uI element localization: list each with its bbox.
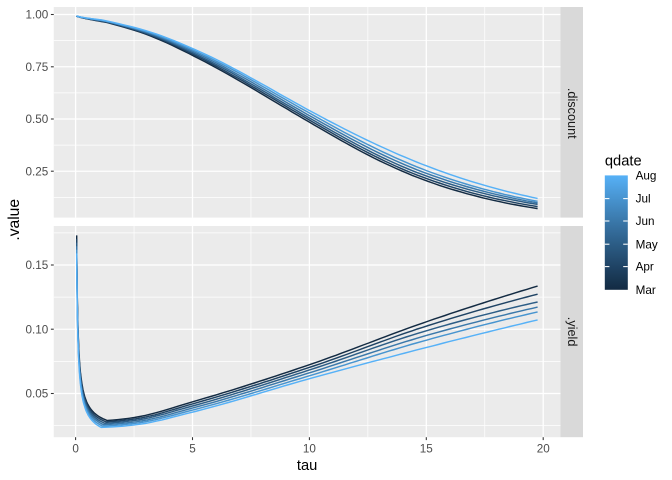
- svg-text:0.10: 0.10: [26, 323, 49, 336]
- svg-text:20: 20: [537, 442, 551, 455]
- svg-text:0.05: 0.05: [26, 388, 49, 401]
- svg-text:1.00: 1.00: [26, 9, 49, 22]
- svg-text:0.15: 0.15: [26, 259, 49, 272]
- svg-text:Jul: Jul: [636, 193, 651, 206]
- svg-text:0: 0: [72, 442, 79, 455]
- svg-text:Aug: Aug: [636, 170, 657, 183]
- svg-text:0.25: 0.25: [26, 165, 49, 178]
- svg-text:15: 15: [420, 442, 434, 455]
- svg-text:0.50: 0.50: [26, 113, 49, 126]
- svg-text:tau: tau: [297, 458, 317, 474]
- svg-text:Jun: Jun: [636, 215, 655, 228]
- svg-text:.yield: .yield: [565, 317, 579, 347]
- svg-text:qdate: qdate: [605, 154, 642, 170]
- svg-text:Apr: Apr: [636, 261, 654, 274]
- svg-text:5: 5: [189, 442, 196, 455]
- svg-text:10: 10: [303, 442, 317, 455]
- svg-text:.discount: .discount: [565, 88, 579, 139]
- svg-text:.value: .value: [6, 199, 23, 241]
- svg-text:0.75: 0.75: [26, 61, 49, 74]
- svg-text:May: May: [636, 238, 658, 251]
- svg-text:Mar: Mar: [636, 284, 656, 297]
